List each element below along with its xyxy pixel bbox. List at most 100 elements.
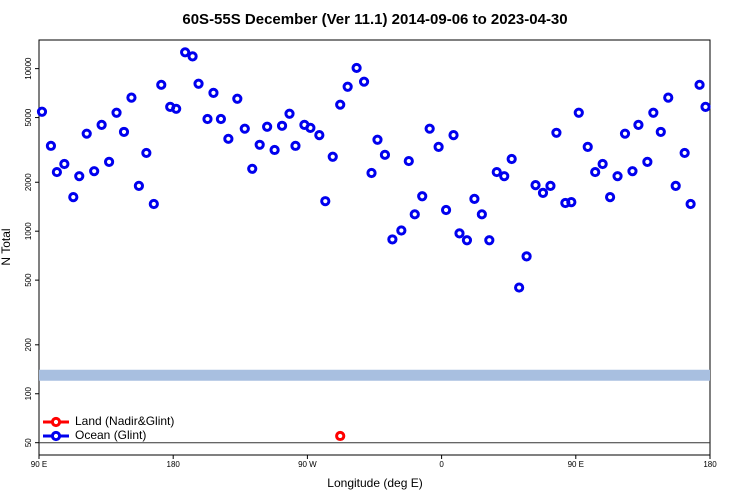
point bbox=[396, 225, 407, 236]
point bbox=[469, 193, 480, 204]
point bbox=[521, 251, 532, 262]
y-tick-label: 2000 bbox=[24, 173, 33, 191]
point bbox=[537, 187, 549, 199]
point bbox=[156, 79, 167, 90]
point bbox=[314, 130, 325, 141]
point bbox=[51, 166, 62, 178]
point bbox=[642, 156, 653, 167]
plot-frame bbox=[38, 39, 711, 456]
point bbox=[290, 140, 301, 151]
x-tick-label: 90 E bbox=[31, 460, 47, 469]
point bbox=[171, 103, 182, 114]
point bbox=[358, 76, 370, 87]
point bbox=[193, 78, 204, 89]
legend-label: Ocean (Glint) bbox=[75, 428, 146, 442]
y-tick-label: 200 bbox=[24, 338, 33, 352]
x-tick-label: 0 bbox=[439, 460, 444, 469]
point bbox=[118, 126, 130, 138]
x-tick-label: 90 W bbox=[298, 460, 317, 469]
point bbox=[417, 191, 428, 202]
point bbox=[247, 163, 258, 174]
point bbox=[202, 113, 213, 125]
point bbox=[45, 140, 57, 151]
point bbox=[685, 198, 696, 210]
point bbox=[484, 235, 495, 246]
point bbox=[566, 196, 577, 208]
point bbox=[320, 196, 331, 207]
point bbox=[276, 120, 288, 131]
point bbox=[597, 158, 608, 170]
y-tick-label: 1000 bbox=[24, 222, 33, 240]
point bbox=[530, 180, 541, 191]
point bbox=[633, 119, 644, 130]
y-tick-label: 500 bbox=[24, 273, 33, 287]
legend-label: Land (Nadir&Glint) bbox=[75, 414, 174, 428]
point bbox=[694, 79, 705, 90]
point bbox=[68, 192, 79, 203]
point bbox=[223, 133, 234, 144]
point bbox=[239, 123, 250, 134]
point bbox=[679, 147, 690, 159]
point bbox=[254, 139, 265, 150]
point bbox=[491, 166, 502, 178]
point bbox=[187, 51, 198, 62]
point bbox=[454, 228, 465, 239]
y-axis-label: N Total bbox=[0, 228, 13, 265]
point bbox=[366, 167, 377, 179]
point bbox=[573, 107, 584, 118]
point bbox=[141, 147, 152, 159]
point bbox=[215, 113, 227, 125]
point bbox=[262, 121, 273, 132]
point bbox=[670, 180, 681, 191]
point bbox=[619, 128, 631, 139]
point bbox=[514, 282, 525, 293]
point bbox=[663, 92, 674, 103]
point bbox=[232, 93, 243, 104]
point bbox=[111, 107, 122, 118]
point bbox=[342, 81, 353, 92]
point bbox=[59, 158, 70, 170]
point bbox=[590, 166, 601, 178]
point bbox=[81, 128, 92, 139]
point bbox=[379, 149, 391, 160]
point bbox=[180, 47, 191, 58]
point bbox=[403, 155, 414, 167]
point bbox=[327, 151, 338, 162]
point bbox=[448, 130, 459, 141]
y-tick-label: 5000 bbox=[24, 108, 33, 126]
point bbox=[335, 99, 346, 110]
y-tick-label: 100 bbox=[24, 387, 33, 401]
y-tick-label: 50 bbox=[24, 438, 33, 447]
point bbox=[499, 171, 510, 182]
legend-marker bbox=[50, 416, 62, 428]
x-tick-label: 180 bbox=[703, 460, 717, 469]
point bbox=[74, 171, 85, 182]
point bbox=[612, 171, 623, 182]
point bbox=[148, 198, 159, 210]
point bbox=[655, 126, 666, 138]
point bbox=[36, 106, 48, 117]
point bbox=[133, 180, 145, 191]
point bbox=[582, 141, 593, 152]
point bbox=[269, 144, 280, 156]
point bbox=[351, 62, 362, 74]
point bbox=[440, 204, 452, 216]
point bbox=[89, 166, 100, 177]
y-tick-label: 10000 bbox=[24, 57, 33, 80]
point bbox=[335, 430, 346, 442]
point bbox=[103, 156, 115, 167]
point bbox=[551, 127, 562, 138]
point bbox=[476, 209, 487, 220]
point bbox=[648, 107, 659, 118]
point bbox=[208, 87, 219, 99]
point bbox=[387, 234, 398, 245]
legend-marker bbox=[50, 430, 62, 442]
point bbox=[305, 122, 316, 133]
point bbox=[433, 141, 444, 152]
point bbox=[506, 153, 517, 165]
point bbox=[409, 209, 420, 220]
point bbox=[627, 166, 638, 177]
point bbox=[461, 235, 473, 246]
chart-title: 60S-55S December (Ver 11.1) 2014-09-06 t… bbox=[182, 11, 567, 28]
x-tick-label: 180 bbox=[167, 460, 181, 469]
